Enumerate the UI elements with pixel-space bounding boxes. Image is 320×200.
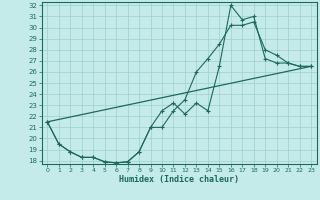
X-axis label: Humidex (Indice chaleur): Humidex (Indice chaleur) xyxy=(119,175,239,184)
